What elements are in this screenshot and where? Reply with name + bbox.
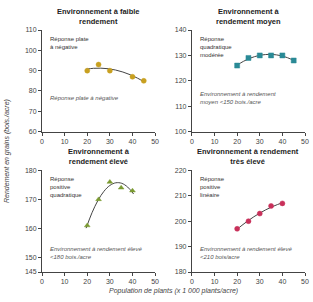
- svg-text:Réponsepositivequadratique: Réponsepositivequadratique: [50, 176, 82, 198]
- svg-text:Environnement à faiblerendemen: Environnement à faiblerendement: [57, 7, 140, 26]
- svg-text:Environnement à rendementmoyen: Environnement à rendementmoyen <150 bois…: [200, 91, 276, 105]
- svg-text:50: 50: [151, 278, 159, 285]
- svg-text:Population de plants (x 1 000: Population de plants (x 1 000 plants/acr…: [109, 287, 238, 295]
- svg-text:100: 100: [25, 47, 37, 54]
- svg-text:40: 40: [129, 138, 137, 145]
- svg-text:70: 70: [29, 108, 37, 115]
- svg-text:110: 110: [175, 103, 186, 110]
- svg-text:20: 20: [233, 278, 241, 285]
- svg-text:0: 0: [40, 138, 44, 145]
- svg-text:10: 10: [61, 278, 69, 285]
- svg-text:210: 210: [175, 192, 187, 199]
- svg-text:100: 100: [175, 128, 187, 135]
- svg-text:40: 40: [278, 138, 286, 145]
- svg-text:Rendement en grains (bois./acr: Rendement en grains (bois./acre): [3, 99, 11, 203]
- svg-text:220: 220: [175, 167, 187, 174]
- svg-text:0: 0: [190, 138, 194, 145]
- svg-text:120: 120: [175, 77, 187, 84]
- svg-text:30: 30: [106, 138, 114, 145]
- svg-text:170: 170: [25, 196, 37, 203]
- svg-text:80: 80: [29, 87, 37, 94]
- svg-text:190: 190: [175, 243, 187, 250]
- svg-text:30: 30: [256, 278, 264, 285]
- svg-text:Environnement àrendement moyen: Environnement àrendement moyen: [216, 7, 281, 26]
- svg-text:20: 20: [83, 138, 91, 145]
- svg-text:Réponsepositivelinéaire: Réponsepositivelinéaire: [200, 176, 225, 198]
- svg-text:90: 90: [29, 67, 37, 74]
- svg-text:20: 20: [233, 138, 241, 145]
- svg-text:130: 130: [175, 52, 187, 59]
- svg-text:10: 10: [61, 138, 69, 145]
- svg-text:50: 50: [301, 278, 309, 285]
- svg-text:Réponse plateà négative: Réponse plateà négative: [50, 36, 89, 50]
- svg-text:40: 40: [278, 278, 286, 285]
- svg-text:10: 10: [211, 278, 219, 285]
- svg-text:50: 50: [301, 138, 309, 145]
- svg-text:20: 20: [83, 278, 91, 285]
- svg-text:10: 10: [211, 138, 219, 145]
- svg-text:200: 200: [175, 218, 187, 225]
- svg-text:180: 180: [175, 268, 187, 275]
- svg-text:50: 50: [151, 138, 159, 145]
- svg-text:140: 140: [175, 26, 187, 33]
- svg-text:40: 40: [129, 278, 137, 285]
- svg-text:Environnement à rendement élev: Environnement à rendement élevé<210 bois…: [200, 246, 292, 260]
- svg-text:160: 160: [25, 225, 37, 232]
- svg-text:145: 145: [25, 268, 37, 275]
- svg-text:30: 30: [106, 278, 114, 285]
- svg-text:Environnement à rendement élev: Environnement à rendement élevé<180 bois…: [50, 246, 142, 260]
- svg-text:Environnement àrendement élevé: Environnement àrendement élevé: [68, 147, 130, 166]
- svg-text:Réponse plate à négative: Réponse plate à négative: [50, 95, 119, 101]
- svg-text:Réponsequadratiquemodérée: Réponsequadratiquemodérée: [200, 36, 232, 58]
- svg-text:110: 110: [25, 26, 36, 33]
- svg-text:180: 180: [25, 167, 37, 174]
- svg-text:60: 60: [29, 128, 37, 135]
- svg-text:0: 0: [190, 278, 194, 285]
- svg-text:150: 150: [25, 254, 37, 261]
- svg-text:30: 30: [256, 138, 264, 145]
- svg-text:Environnement à rendementtrès: Environnement à rendementtrès élevé: [197, 147, 299, 166]
- svg-text:0: 0: [40, 278, 44, 285]
